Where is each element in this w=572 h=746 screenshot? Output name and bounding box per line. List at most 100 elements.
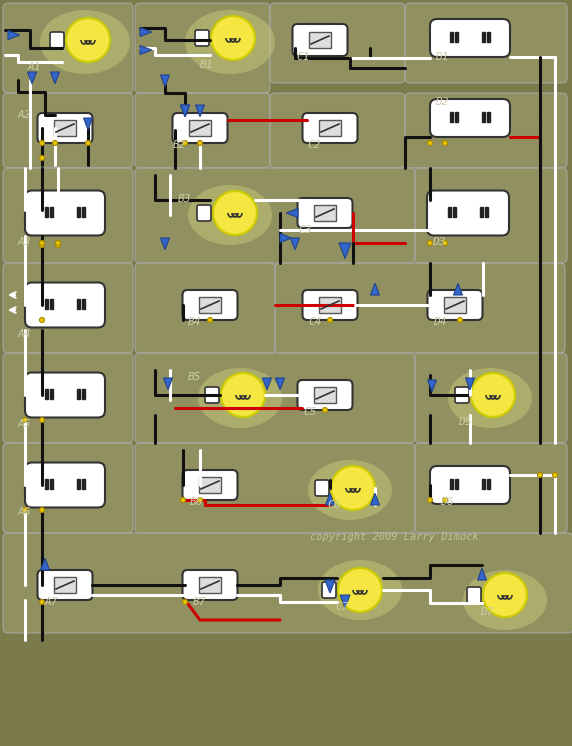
Polygon shape (164, 378, 173, 389)
Circle shape (331, 466, 375, 510)
Polygon shape (140, 28, 152, 37)
FancyBboxPatch shape (415, 168, 567, 263)
Bar (482, 32, 485, 42)
Circle shape (538, 472, 542, 477)
FancyBboxPatch shape (135, 3, 270, 93)
Bar (45, 389, 48, 399)
Bar (45, 299, 48, 309)
Circle shape (328, 318, 332, 322)
Text: C7: C7 (335, 602, 348, 612)
Ellipse shape (188, 185, 272, 245)
Polygon shape (291, 238, 300, 250)
FancyBboxPatch shape (3, 168, 133, 263)
FancyBboxPatch shape (173, 113, 228, 143)
Circle shape (427, 498, 432, 503)
Circle shape (323, 407, 328, 413)
FancyBboxPatch shape (427, 290, 483, 320)
Ellipse shape (40, 10, 130, 74)
FancyBboxPatch shape (182, 570, 237, 600)
Circle shape (197, 140, 202, 145)
Bar (455, 112, 458, 122)
Bar (50, 299, 53, 309)
Bar (82, 389, 85, 399)
Circle shape (39, 600, 45, 604)
FancyBboxPatch shape (38, 113, 93, 143)
Text: D4: D4 (433, 317, 447, 327)
Bar (480, 207, 483, 217)
Text: C4: C4 (308, 317, 321, 327)
Bar (314, 387, 336, 403)
FancyBboxPatch shape (25, 190, 105, 236)
Text: C5: C5 (303, 407, 316, 417)
Polygon shape (287, 208, 298, 218)
Text: C6: C6 (327, 500, 340, 510)
Bar (450, 32, 453, 42)
Bar (50, 479, 53, 489)
Bar (319, 297, 341, 313)
Bar (45, 479, 48, 489)
FancyBboxPatch shape (135, 168, 415, 263)
Polygon shape (196, 105, 205, 116)
FancyBboxPatch shape (182, 290, 237, 320)
FancyBboxPatch shape (270, 3, 405, 83)
Polygon shape (8, 31, 19, 40)
Polygon shape (276, 378, 284, 389)
Text: A6: A6 (18, 507, 31, 517)
Polygon shape (263, 378, 272, 389)
Text: D2: D2 (435, 97, 448, 107)
Bar (482, 479, 485, 489)
FancyBboxPatch shape (3, 443, 133, 533)
Circle shape (39, 318, 45, 322)
Text: B2: B2 (173, 140, 186, 150)
Polygon shape (181, 105, 189, 116)
Ellipse shape (463, 570, 547, 630)
Circle shape (53, 140, 58, 145)
FancyBboxPatch shape (25, 283, 105, 327)
FancyBboxPatch shape (3, 353, 133, 443)
Circle shape (55, 240, 61, 245)
Bar (77, 299, 80, 309)
Polygon shape (427, 380, 436, 392)
Polygon shape (161, 238, 169, 250)
Ellipse shape (185, 10, 275, 74)
Polygon shape (454, 283, 463, 295)
FancyBboxPatch shape (25, 372, 105, 418)
Text: B1: B1 (200, 60, 213, 70)
Text: A5: A5 (18, 419, 31, 429)
Circle shape (182, 600, 188, 604)
Bar (448, 207, 451, 217)
Circle shape (208, 318, 213, 322)
FancyBboxPatch shape (430, 19, 510, 57)
Circle shape (39, 240, 45, 245)
Text: D1: D1 (435, 52, 448, 62)
FancyBboxPatch shape (3, 93, 133, 168)
Circle shape (211, 16, 255, 60)
Polygon shape (339, 243, 351, 259)
Bar (199, 577, 221, 593)
FancyBboxPatch shape (275, 263, 565, 353)
Bar (54, 120, 76, 136)
Text: A2: A2 (18, 110, 31, 120)
Bar (77, 207, 80, 217)
Text: B5: B5 (188, 372, 201, 382)
Circle shape (338, 568, 382, 612)
Text: D6: D6 (440, 497, 454, 507)
FancyBboxPatch shape (467, 587, 481, 603)
Bar (82, 299, 85, 309)
Circle shape (471, 373, 515, 417)
FancyBboxPatch shape (25, 463, 105, 507)
Bar (199, 297, 221, 313)
Bar (444, 297, 466, 313)
Bar (487, 479, 490, 489)
FancyBboxPatch shape (297, 198, 352, 228)
Bar (487, 112, 490, 122)
Circle shape (39, 140, 45, 145)
FancyBboxPatch shape (430, 99, 510, 137)
Bar (487, 32, 490, 42)
Circle shape (553, 472, 558, 477)
FancyBboxPatch shape (303, 113, 358, 143)
Polygon shape (161, 75, 169, 87)
Text: B7: B7 (193, 597, 206, 607)
Ellipse shape (318, 560, 402, 620)
Circle shape (39, 242, 45, 248)
